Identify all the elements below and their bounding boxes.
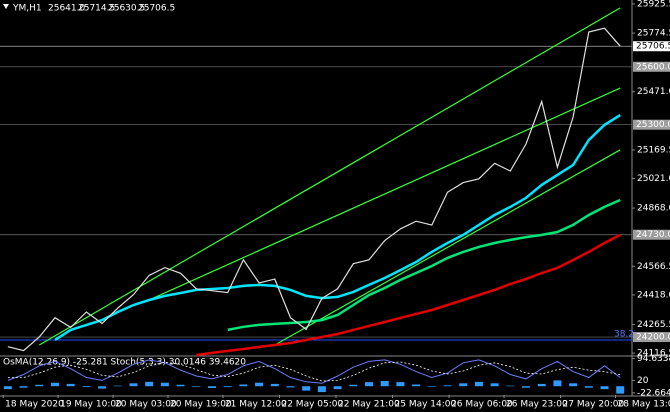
osma-bar: [317, 386, 326, 393]
osma-bar: [364, 382, 373, 387]
osma-bar: [506, 385, 515, 387]
symbol-icon: [3, 4, 9, 9]
osma-bar: [412, 384, 421, 387]
osma-bar: [443, 385, 452, 387]
quote-value: 25706.5: [138, 4, 175, 14]
level-label: 24730.0: [636, 230, 670, 240]
quote-value: 25630.5: [108, 4, 145, 14]
sub-y-tick-label: -22.664: [637, 388, 670, 398]
osma-bar: [600, 386, 609, 390]
level-box: [633, 332, 670, 343]
level-label: 25600.0: [636, 62, 670, 72]
channel-line: [148, 87, 621, 301]
level-label: 24200.0: [636, 333, 670, 343]
x-tick-label: 18 May 2020: [5, 400, 64, 410]
osma-bar: [286, 386, 295, 388]
y-tick-label: 24265.5: [637, 320, 670, 330]
level-box: [633, 61, 670, 72]
sub-y-tick-label: 94.6338: [637, 354, 670, 364]
osma-bar: [129, 383, 138, 387]
osma-bar: [616, 386, 625, 394]
price-line: [7, 27, 621, 352]
y-tick-label: 25774.5: [637, 29, 670, 39]
y-tick-label: 25471.0: [637, 87, 670, 97]
osma-bar: [537, 383, 546, 387]
osma-bar: [349, 384, 358, 387]
moving-average: [196, 233, 621, 357]
osma-bar: [145, 381, 154, 387]
quote-value: 25641.0: [48, 4, 85, 14]
x-tick-label: 25 May 14:00: [395, 400, 457, 410]
osma-bar: [239, 384, 248, 387]
quote-value: 25714.5: [78, 4, 115, 14]
current-price-label: 25706.5: [636, 42, 670, 52]
current-price-box: [633, 41, 670, 52]
x-tick-label: 20 May 03:00: [115, 400, 177, 410]
fib-label: 38.2: [614, 329, 634, 339]
osma-bar: [82, 386, 91, 388]
osma-bar: [553, 380, 562, 387]
osma-bar: [192, 386, 201, 387]
y-tick-label: 25169.5: [637, 145, 670, 155]
y-tick-label: 25925.5: [637, 0, 670, 9]
osma-bar: [333, 386, 342, 390]
y-tick-label: 24868.0: [637, 204, 670, 214]
osma-bar: [176, 384, 185, 387]
moving-average: [227, 198, 621, 332]
osma-bar: [207, 386, 216, 388]
x-tick-label: 28 May 13:00: [618, 400, 670, 410]
level-label: 25300.0: [636, 120, 670, 130]
stoch-main: [7, 359, 621, 384]
y-tick-label: 24418.0: [637, 290, 670, 300]
y-tick-label: 24566.5: [637, 262, 670, 272]
osma-bar: [113, 385, 122, 387]
osma-bar: [160, 382, 169, 387]
x-tick-label: 27 May 20:00: [563, 400, 625, 410]
osma-bar: [19, 386, 28, 388]
x-tick-label: 20 May 19:00: [170, 400, 232, 410]
channel-line: [274, 149, 621, 346]
x-tick-label: 21 May 12:00: [225, 400, 287, 410]
symbol: YM,H1: [12, 4, 42, 14]
osma-bar: [474, 381, 483, 387]
moving-average: [54, 114, 621, 341]
osma-bar: [255, 382, 264, 387]
osma-bar: [3, 386, 12, 390]
osma-bar: [270, 383, 279, 387]
x-tick-label: 22 May 21:00: [338, 400, 400, 410]
osma-bar: [66, 383, 75, 387]
osma-bar: [396, 382, 405, 387]
stoch-signal: [7, 361, 621, 382]
x-tick-label: 26 May 23:00: [506, 400, 568, 410]
indicator-title: OsMA(12,26,9) -25.281 Stoch(5,3,3) 30.01…: [3, 358, 246, 368]
level-box: [633, 229, 670, 240]
level-box: [633, 119, 670, 130]
x-tick-label: 19 May 10:00: [60, 400, 122, 410]
osma-bar: [490, 383, 499, 387]
osma-bar: [302, 386, 311, 391]
osma-bar: [50, 382, 59, 387]
osma-bar: [427, 386, 436, 387]
osma-bar: [35, 384, 44, 387]
channel-line: [38, 7, 621, 346]
osma-bar: [569, 383, 578, 387]
y-tick-label: 25021.0: [637, 174, 670, 184]
osma-bar: [584, 386, 593, 388]
osma-bar: [380, 380, 389, 387]
x-tick-label: 22 May 05:00: [281, 400, 343, 410]
y-tick-label: 24116.5: [637, 349, 670, 359]
osma-bar: [522, 386, 531, 388]
osma-bar: [223, 386, 232, 388]
osma-bar: [459, 383, 468, 387]
x-tick-label: 26 May 06:00: [451, 400, 513, 410]
sub-y-tick-label: 20: [637, 376, 649, 386]
osma-bar: [98, 386, 107, 389]
